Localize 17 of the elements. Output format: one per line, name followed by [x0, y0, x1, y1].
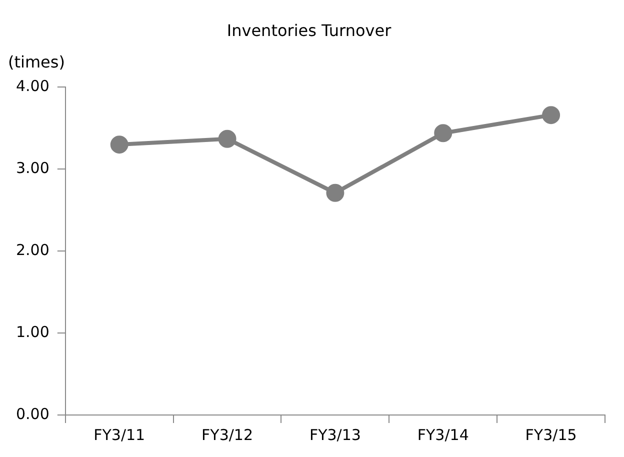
point	[434, 124, 452, 142]
x-tick-label: FY3/13	[309, 426, 361, 444]
point	[218, 130, 236, 148]
y-tick-label: 0.00	[16, 404, 50, 423]
x-tick-label: FY3/12	[202, 426, 254, 444]
x-tick-label: FY3/15	[525, 426, 577, 444]
y-tick-label: 3.00	[16, 159, 50, 178]
point	[110, 136, 128, 154]
y-tick-label: 2.00	[16, 240, 50, 259]
x-tick-label: FY3/11	[94, 426, 146, 444]
chart-title: Inventories Turnover	[226, 20, 392, 40]
x-tick-label: FY3/14	[417, 426, 469, 444]
y-tick-label: 1.00	[16, 322, 50, 341]
point	[326, 184, 344, 202]
y-tick-label: 4.00	[16, 77, 50, 96]
point	[542, 106, 560, 124]
y-axis-title: (times)	[8, 52, 65, 72]
